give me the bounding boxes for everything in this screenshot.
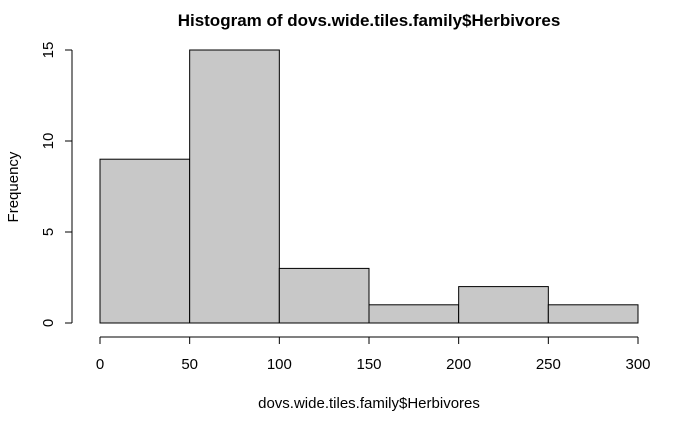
x-tick-label: 250 [536,356,561,373]
bars-group [99,49,639,324]
x-tick-label: 200 [446,356,471,373]
histogram-bar [368,304,460,324]
y-tick-label: 5 [40,228,57,236]
histogram-bar [189,49,280,324]
y-tick-label: 10 [40,133,57,150]
y-axis: 0 5 10 15 [40,42,73,327]
y-tick-label: 15 [40,42,57,59]
x-tick-label: 100 [267,356,292,373]
y-axis-label: Frequency [5,151,22,222]
x-axis-label: dovs.wide.tiles.family$Herbivores [258,395,480,412]
x-tick-label: 300 [625,356,650,373]
y-tick-label: 0 [40,319,57,327]
x-axis: 0 50 100 150 200 250 300 [96,336,651,373]
histogram-bar [278,267,370,324]
x-tick-label: 150 [356,356,381,373]
histogram-bar [547,304,639,324]
histogram-bar [99,158,191,324]
x-tick-label: 0 [96,356,104,373]
x-tick-label: 50 [181,356,198,373]
histogram-bar [458,286,549,324]
chart-title: Histogram of dovs.wide.tiles.family$Herb… [178,11,561,30]
